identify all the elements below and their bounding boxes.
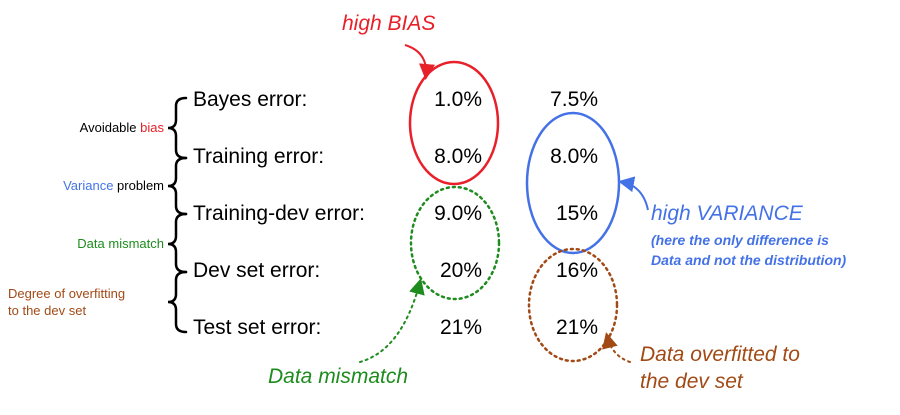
overfit-circle [527, 247, 619, 363]
row-label-training-error: Training error: [193, 145, 325, 168]
avoidable-bias-prefix: Avoidable [79, 120, 141, 135]
data-mismatch-arrow [359, 278, 425, 363]
group-label-avoidable-bias: Avoidable bias [80, 120, 164, 135]
variance-problem-suffix: problem [113, 178, 164, 193]
callout-variance-note-line1: (here the only difference is [651, 232, 829, 248]
value-col1-training-dev: 9.0% [434, 202, 482, 225]
group-label-overfitting-line1: Degree of overfitting [8, 286, 126, 301]
high-bias-circle [408, 60, 500, 186]
high-bias-arrow [404, 44, 435, 80]
group-label-variance-problem: Variance problem [63, 178, 164, 193]
group-label-overfitting-line2: to the dev set [8, 303, 87, 318]
value-col1-dev: 20% [439, 259, 482, 282]
data-mismatch-circle [409, 185, 501, 301]
callout-overfit-line2: the dev set [640, 370, 743, 393]
callout-high-bias: high BIAS [342, 12, 436, 35]
row-label-training-dev-error: Training-dev error: [193, 202, 365, 225]
row-label-test-set-error: Test set error: [193, 316, 322, 339]
value-col2-training-dev: 15% [555, 202, 598, 225]
group-label-data-mismatch: Data mismatch [77, 236, 164, 251]
callout-data-mismatch: Data mismatch [268, 365, 409, 388]
value-col1-test: 21% [439, 316, 482, 339]
bracket-overfitting [167, 270, 188, 334]
bracket-data-mismatch [167, 212, 188, 274]
row-label-bayes-error: Bayes error: [193, 88, 308, 111]
row-label-dev-set-error: Dev set error: [193, 259, 321, 282]
bracket-avoidable-bias [167, 96, 188, 160]
overfit-arrow [602, 332, 631, 363]
callout-overfit-line1: Data overfitted to [640, 343, 800, 366]
value-col1-training: 8.0% [434, 145, 482, 168]
value-col2-test: 21% [555, 316, 598, 339]
value-col2-bayes: 7.5% [550, 88, 598, 111]
avoidable-bias-highlight: bias [140, 120, 164, 135]
high-variance-arrow [618, 176, 649, 211]
callout-variance-note-line2: Data and not the distribution) [651, 252, 847, 268]
variance-problem-highlight: Variance [63, 178, 114, 193]
callout-high-variance: high VARIANCE [651, 202, 803, 225]
high-variance-circle [525, 111, 621, 255]
value-col1-bayes: 1.0% [434, 88, 482, 111]
value-col2-training: 8.0% [550, 145, 598, 168]
bracket-variance-problem [167, 156, 188, 216]
value-col2-dev: 16% [555, 259, 598, 282]
